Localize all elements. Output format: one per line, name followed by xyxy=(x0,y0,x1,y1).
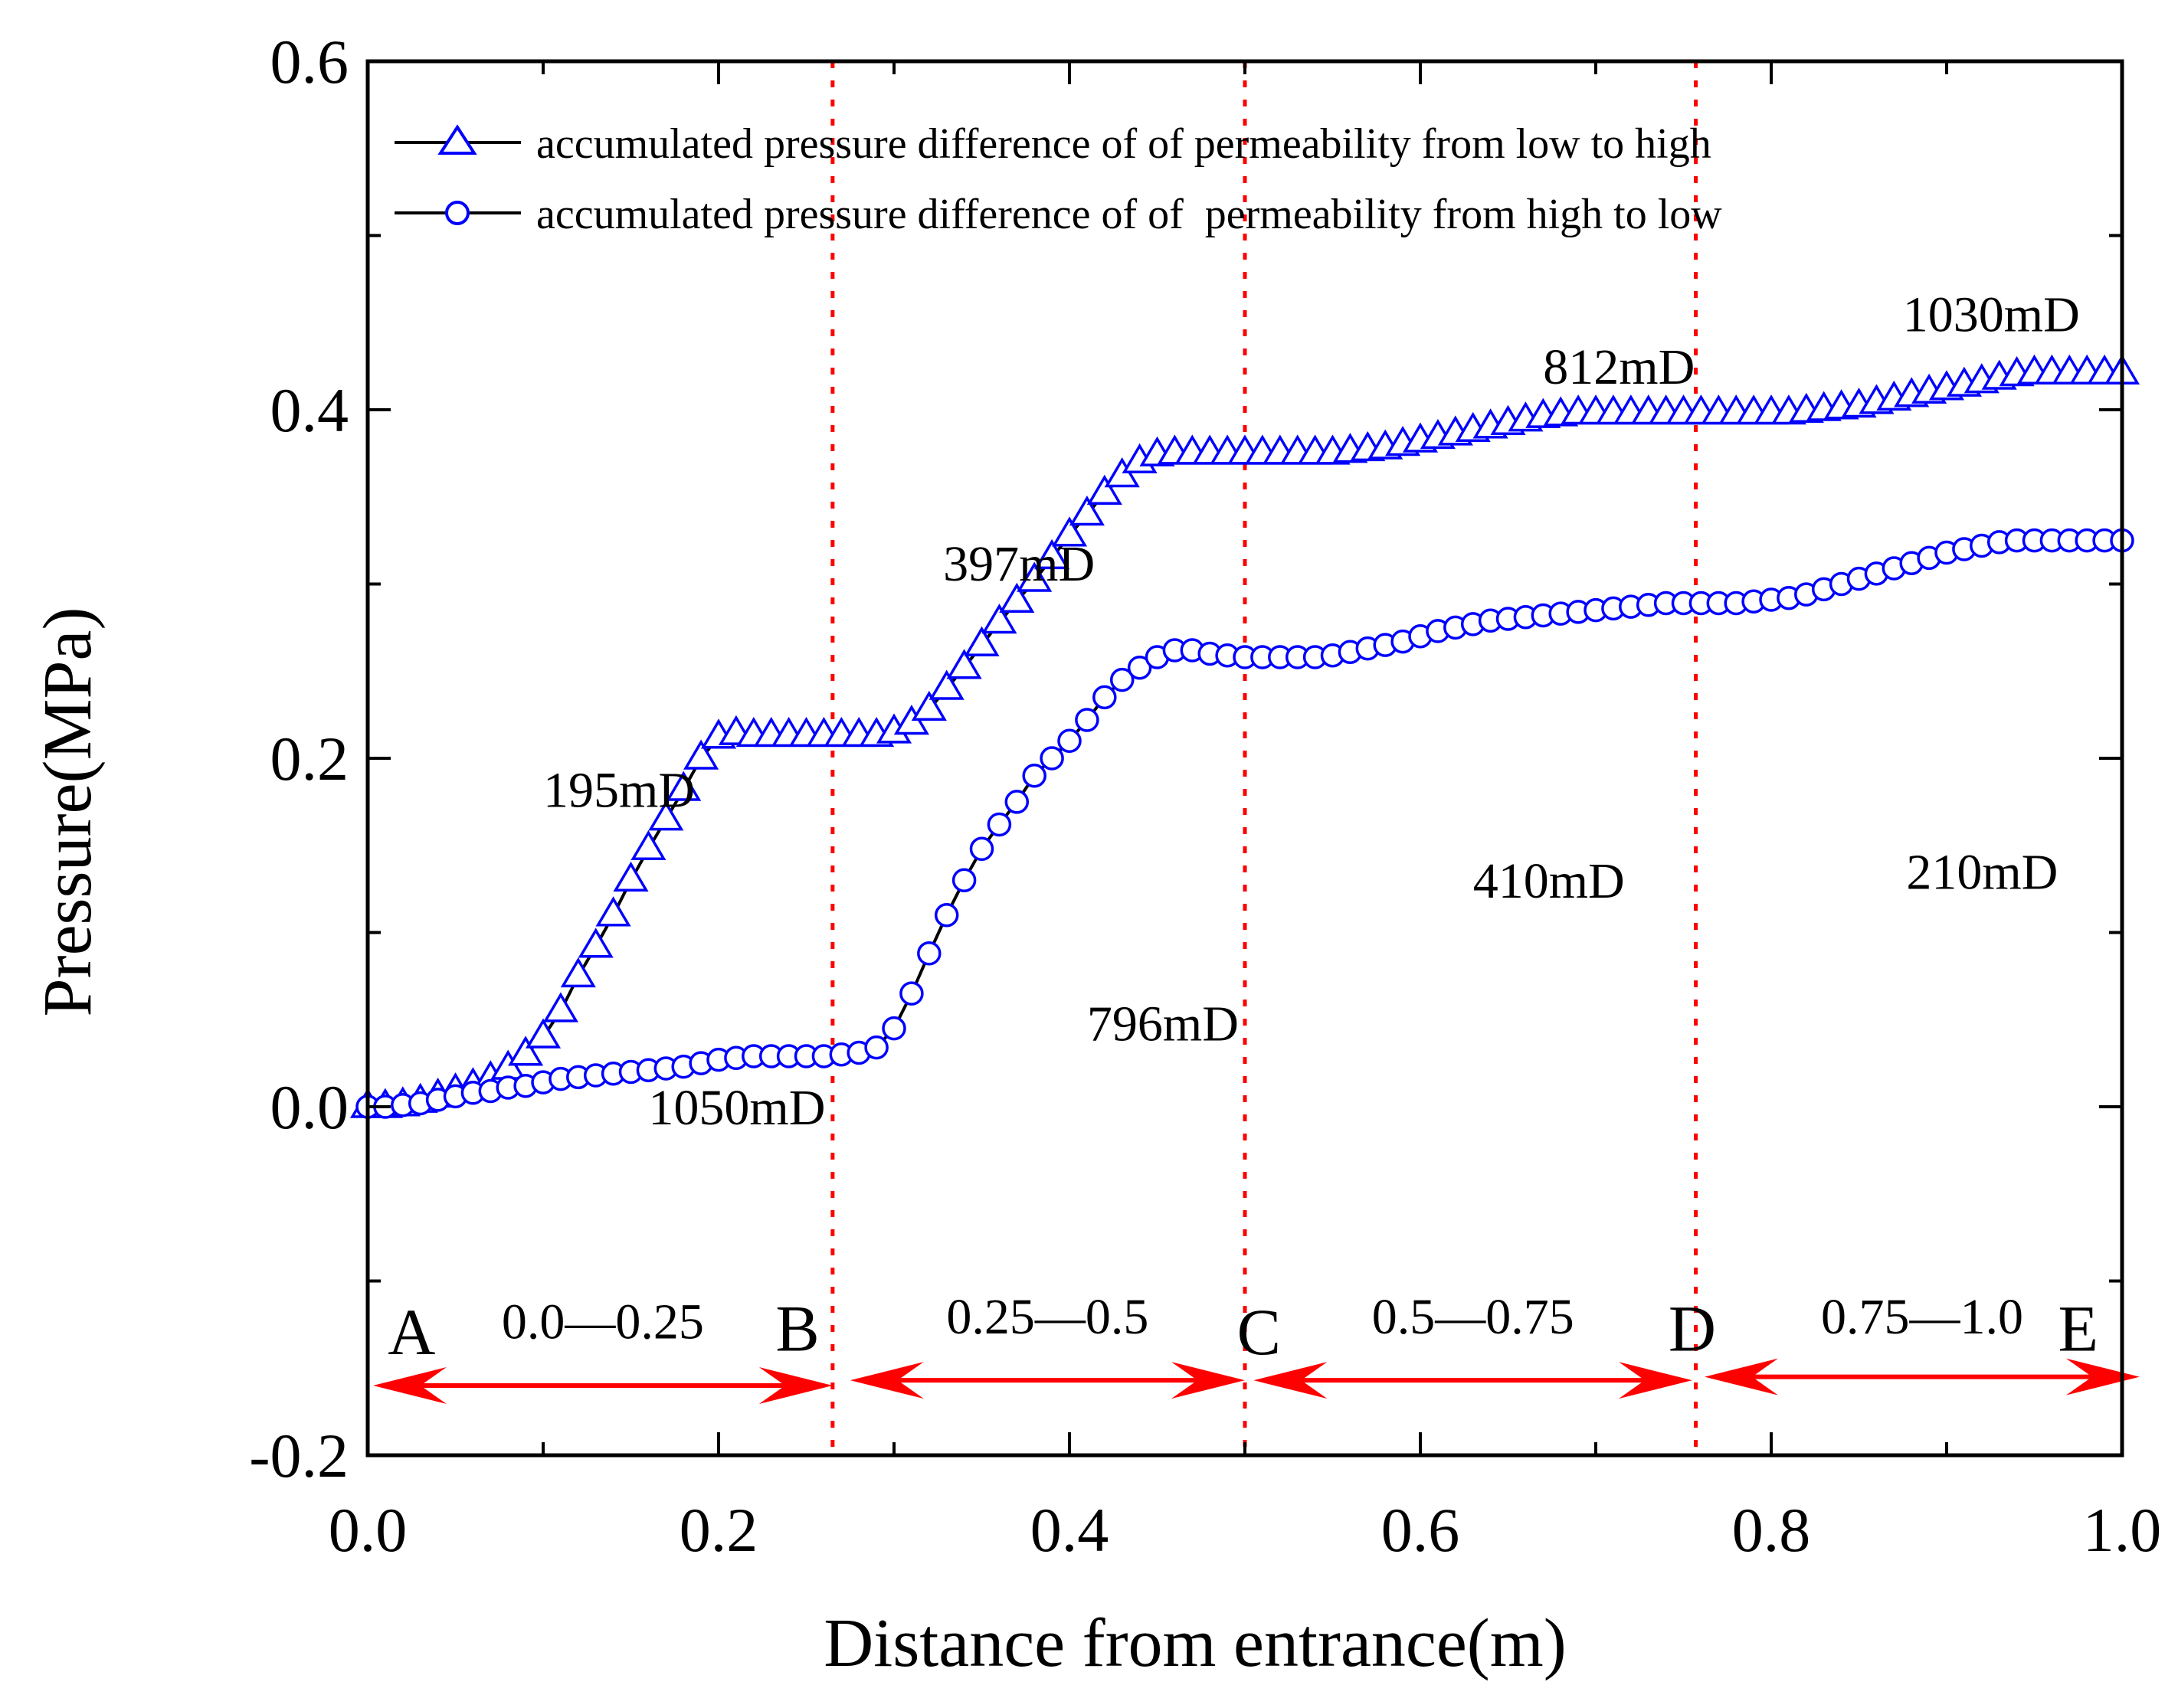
data-point-circle xyxy=(969,836,994,862)
data-point-triangle xyxy=(613,861,649,892)
x-tick-label: 0.2 xyxy=(680,1495,758,1565)
x-tick-label: 1.0 xyxy=(2083,1495,2162,1565)
data-point-triangle xyxy=(578,928,614,958)
annotation-layer: 195mD 1050mD 397mD 796mD 812mD 410mD 1030mD 210… xyxy=(372,287,2140,1404)
data-point-triangle xyxy=(630,829,667,861)
data-point-circle xyxy=(1127,655,1152,680)
data-point-triangle xyxy=(683,739,719,770)
data-point-triangle xyxy=(542,992,578,1023)
permeability-label: 210mD xyxy=(1906,845,2058,901)
x-tick-label: 0.4 xyxy=(1030,1495,1109,1565)
segment-arrowhead-right xyxy=(758,1367,833,1404)
y-tick-label: 0.2 xyxy=(270,724,349,793)
y-axis-title: Pressure(MPa) xyxy=(30,607,106,1017)
data-point-triangle xyxy=(560,957,596,988)
segment-arrowhead-left xyxy=(1253,1362,1328,1399)
segment-arrowhead-right xyxy=(2065,1358,2140,1396)
plot-frame xyxy=(365,59,2124,1458)
section-lines xyxy=(830,61,1698,1455)
data-point-circle xyxy=(1022,764,1046,788)
section-point-label: A xyxy=(388,1295,435,1369)
data-point-triangle xyxy=(1051,516,1088,547)
data-point-circle xyxy=(1109,667,1135,692)
data-point-triangle xyxy=(946,649,982,679)
permeability-label: 397mD xyxy=(943,536,1095,592)
segment-arrowhead-left xyxy=(850,1362,924,1399)
legend-label-high-to-low: accumulated pressure difference of of pe… xyxy=(536,191,1722,238)
legend-entry-low-to-high: accumulated pressure difference of of pe… xyxy=(395,120,1711,168)
x-tick-label: 0.6 xyxy=(1381,1495,1460,1565)
data-point-triangle xyxy=(911,690,947,721)
legend-label-low-to-high: accumulated pressure difference of of pe… xyxy=(536,120,1711,168)
data-point-triangle xyxy=(508,1036,544,1066)
y-tick-label: -0.2 xyxy=(249,1421,349,1490)
data-point-triangle xyxy=(648,800,684,831)
segment-arrowhead-left xyxy=(372,1367,447,1404)
data-point-circle xyxy=(1075,708,1099,732)
legend-circle-marker xyxy=(445,201,470,225)
data-point-triangle xyxy=(981,604,1017,634)
axes: 0.0 0.2 0.4 0.6 0.8 1.0-0.20.00.20.40.6 xyxy=(249,27,2161,1565)
data-point-triangle xyxy=(964,626,1000,656)
section-point-label: D xyxy=(1669,1292,1716,1366)
section-point-label: E xyxy=(2058,1292,2098,1366)
x-tick-label: 0.8 xyxy=(1732,1495,1811,1565)
data-point-circle xyxy=(882,1016,906,1041)
data-point-triangle xyxy=(525,1018,562,1049)
data-point-circle xyxy=(951,868,977,892)
legend-entry-high-to-low: accumulated pressure difference of of pe… xyxy=(395,191,1722,238)
y-tick-label: 0.0 xyxy=(270,1072,349,1142)
series-layer xyxy=(349,354,2140,1119)
segment-arrowhead-left xyxy=(1704,1358,1778,1396)
segment-range-label: 0.0—0.25 xyxy=(502,1294,704,1350)
permeability-label: 410mD xyxy=(1473,853,1625,909)
data-point-triangle xyxy=(595,896,631,927)
data-point-circle xyxy=(1004,790,1030,814)
data-point-circle xyxy=(899,981,924,1006)
permeability-label: 796mD xyxy=(1087,996,1239,1052)
legend: accumulated pressure difference of of pe… xyxy=(395,120,1722,238)
data-point-triangle xyxy=(1069,496,1105,526)
segment-arrowhead-right xyxy=(1171,1362,1245,1399)
data-point-circle xyxy=(987,812,1012,837)
segment-range-label: 0.75—1.0 xyxy=(1821,1289,2023,1345)
data-point-triangle xyxy=(999,582,1035,613)
segment-range-label: 0.5—0.75 xyxy=(1372,1289,1574,1345)
segment-arrowhead-right xyxy=(1618,1362,1692,1399)
data-point-triangle xyxy=(666,771,702,801)
y-tick-label: 0.6 xyxy=(270,27,349,97)
data-point-triangle xyxy=(1034,538,1070,570)
permeability-label: 1050mD xyxy=(648,1080,825,1136)
data-point-triangle xyxy=(1017,561,1053,592)
data-point-circle xyxy=(1040,746,1064,771)
data-point-triangle xyxy=(929,669,965,700)
section-point-label: B xyxy=(775,1292,819,1366)
permeability-label: 1030mD xyxy=(1903,287,2080,343)
data-point-circle xyxy=(864,1035,889,1060)
data-point-triangle xyxy=(1086,474,1122,505)
legend-triangle-marker xyxy=(437,124,477,155)
y-tick-label: 0.4 xyxy=(270,375,349,445)
x-axis-title: Distance from entrance(m) xyxy=(824,1605,1567,1681)
x-tick-label: 0.0 xyxy=(329,1495,408,1565)
data-point-circle xyxy=(934,903,959,928)
segment-range-label: 0.25—0.5 xyxy=(946,1289,1148,1345)
permeability-label: 812mD xyxy=(1543,339,1695,395)
data-point-circle xyxy=(1057,728,1082,753)
data-point-circle xyxy=(1092,685,1117,710)
section-point-label: C xyxy=(1237,1295,1281,1369)
data-point-circle xyxy=(917,941,942,966)
permeability-label: 195mD xyxy=(543,763,695,819)
